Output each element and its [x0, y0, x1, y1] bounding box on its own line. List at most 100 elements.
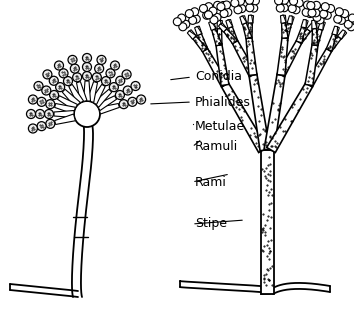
- Circle shape: [37, 97, 46, 106]
- Polygon shape: [280, 15, 286, 24]
- Polygon shape: [54, 111, 74, 118]
- Polygon shape: [261, 150, 274, 294]
- Circle shape: [106, 69, 115, 78]
- Circle shape: [28, 124, 38, 133]
- Circle shape: [115, 91, 124, 100]
- Circle shape: [288, 5, 296, 13]
- Polygon shape: [57, 96, 78, 111]
- Circle shape: [42, 86, 51, 95]
- Circle shape: [238, 5, 246, 13]
- Polygon shape: [246, 38, 257, 75]
- Circle shape: [46, 100, 55, 109]
- Polygon shape: [312, 29, 322, 46]
- Circle shape: [63, 77, 73, 86]
- Text: Conidia: Conidia: [195, 70, 242, 84]
- Polygon shape: [248, 15, 253, 24]
- Polygon shape: [212, 29, 222, 46]
- Polygon shape: [312, 20, 317, 29]
- Circle shape: [82, 53, 91, 62]
- Polygon shape: [196, 26, 202, 35]
- Polygon shape: [224, 29, 237, 44]
- Polygon shape: [202, 48, 228, 87]
- Circle shape: [43, 70, 52, 79]
- Circle shape: [92, 73, 101, 82]
- Circle shape: [45, 110, 53, 119]
- Circle shape: [82, 62, 91, 71]
- Circle shape: [316, 16, 324, 24]
- Circle shape: [326, 5, 335, 13]
- Circle shape: [189, 16, 197, 24]
- Circle shape: [280, 0, 289, 4]
- Circle shape: [245, 0, 253, 4]
- Polygon shape: [312, 29, 318, 45]
- Polygon shape: [216, 44, 229, 86]
- Circle shape: [203, 11, 211, 19]
- Circle shape: [213, 13, 221, 21]
- Circle shape: [280, 4, 288, 12]
- Circle shape: [320, 10, 328, 18]
- Circle shape: [234, 6, 242, 14]
- Polygon shape: [241, 16, 247, 24]
- Circle shape: [119, 100, 128, 109]
- Circle shape: [137, 95, 145, 104]
- Polygon shape: [327, 36, 341, 52]
- Circle shape: [34, 81, 43, 91]
- Polygon shape: [193, 36, 207, 52]
- Polygon shape: [218, 24, 227, 32]
- Circle shape: [276, 4, 284, 12]
- Polygon shape: [287, 16, 292, 24]
- Polygon shape: [69, 84, 84, 105]
- Polygon shape: [209, 21, 216, 31]
- Polygon shape: [282, 23, 291, 39]
- Text: Metulae: Metulae: [195, 121, 245, 133]
- Polygon shape: [55, 114, 75, 124]
- Circle shape: [109, 83, 118, 92]
- Circle shape: [206, 10, 214, 18]
- Circle shape: [27, 110, 35, 119]
- Circle shape: [335, 8, 343, 16]
- Circle shape: [353, 18, 354, 26]
- Polygon shape: [87, 82, 97, 102]
- Circle shape: [49, 76, 58, 85]
- Polygon shape: [282, 23, 288, 38]
- Polygon shape: [326, 34, 336, 51]
- Polygon shape: [307, 24, 315, 32]
- Circle shape: [236, 0, 245, 5]
- Circle shape: [337, 16, 346, 24]
- Circle shape: [59, 69, 68, 78]
- Circle shape: [251, 0, 259, 5]
- Circle shape: [102, 77, 110, 86]
- Circle shape: [214, 9, 222, 17]
- Polygon shape: [338, 31, 347, 39]
- Polygon shape: [281, 15, 286, 23]
- Circle shape: [250, 4, 258, 12]
- Circle shape: [344, 20, 352, 28]
- Circle shape: [321, 11, 330, 19]
- Polygon shape: [99, 104, 119, 114]
- Circle shape: [246, 4, 254, 12]
- Polygon shape: [297, 29, 310, 44]
- Polygon shape: [232, 41, 257, 77]
- Polygon shape: [332, 27, 339, 36]
- Circle shape: [122, 70, 131, 79]
- Polygon shape: [296, 27, 306, 43]
- Circle shape: [295, 0, 303, 7]
- Polygon shape: [195, 27, 202, 36]
- Text: Ramuli: Ramuli: [195, 140, 238, 153]
- Polygon shape: [264, 74, 285, 151]
- Polygon shape: [229, 27, 238, 43]
- Circle shape: [307, 2, 315, 10]
- Polygon shape: [220, 23, 227, 32]
- Circle shape: [116, 76, 125, 85]
- Polygon shape: [287, 16, 294, 25]
- Polygon shape: [312, 20, 317, 29]
- Polygon shape: [228, 20, 233, 28]
- Circle shape: [179, 23, 187, 31]
- Circle shape: [173, 18, 181, 26]
- Circle shape: [70, 64, 79, 73]
- Circle shape: [128, 97, 137, 106]
- Circle shape: [323, 11, 331, 19]
- Text: Stipe: Stipe: [195, 217, 227, 230]
- Circle shape: [303, 1, 312, 9]
- Circle shape: [123, 86, 132, 95]
